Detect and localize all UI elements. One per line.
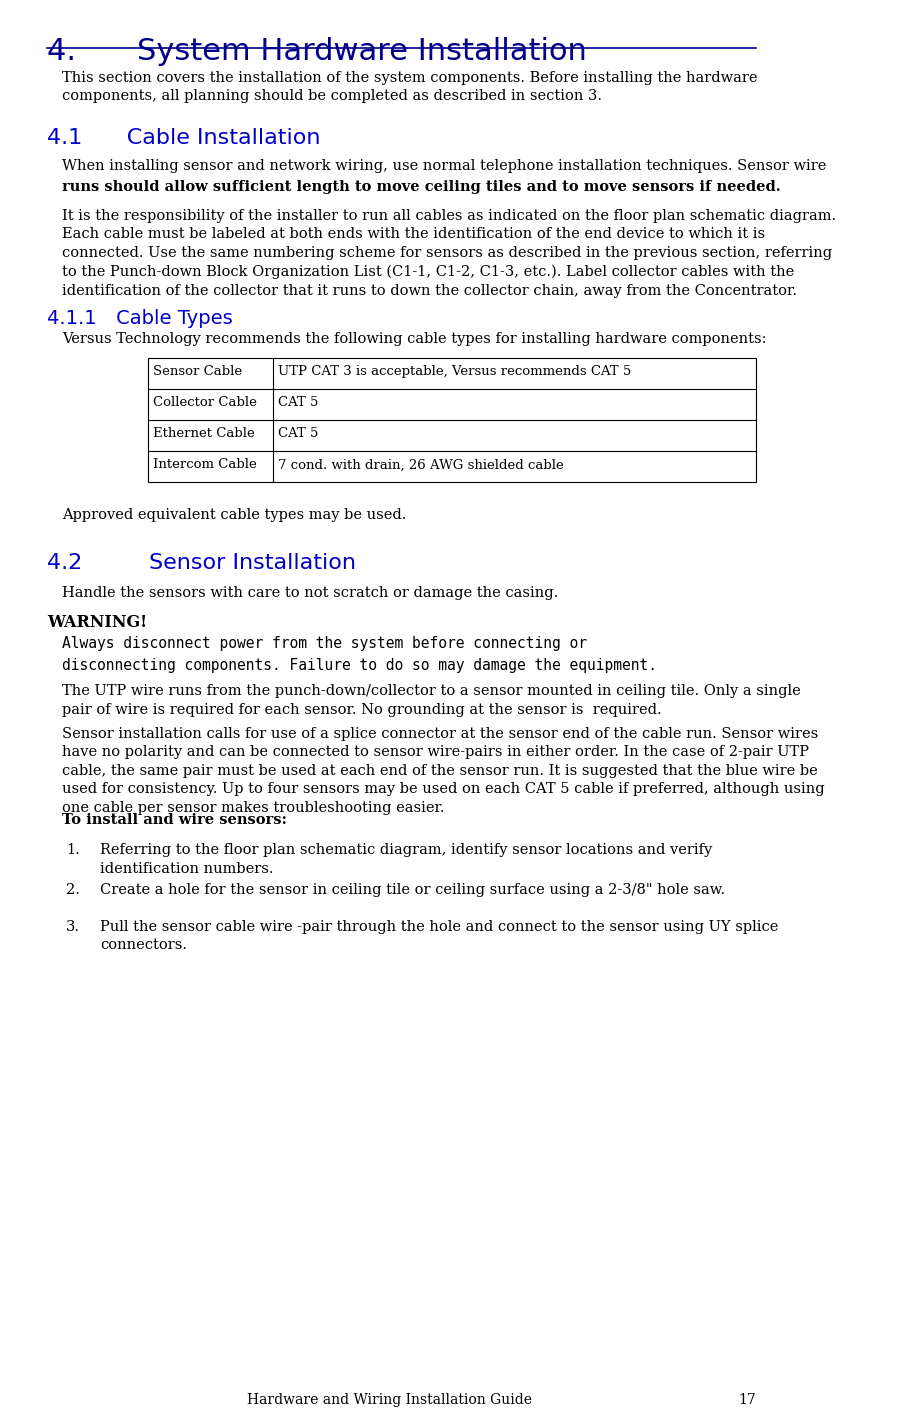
Text: This section covers the installation of the system components. Before installing: This section covers the installation of … [63, 71, 758, 104]
Text: Pull the sensor cable wire -pair through the hole and connect to the sensor usin: Pull the sensor cable wire -pair through… [100, 920, 778, 952]
Text: Approved equivalent cable types may be used.: Approved equivalent cable types may be u… [63, 508, 406, 522]
Text: It is the responsibility of the installer to run all cables as indicated on the : It is the responsibility of the installe… [63, 209, 836, 298]
Text: CAT 5: CAT 5 [278, 427, 317, 440]
Text: 2.: 2. [66, 883, 80, 897]
Text: 1.: 1. [66, 843, 80, 857]
Text: 4.1.1 Cable Types: 4.1.1 Cable Types [47, 309, 232, 328]
Text: Intercom Cable: Intercom Cable [152, 458, 257, 471]
Text: The UTP wire runs from the punch-down/collector to a sensor mounted in ceiling t: The UTP wire runs from the punch-down/co… [63, 684, 801, 717]
Text: Collector Cable: Collector Cable [152, 396, 257, 409]
Text: 7 cond. with drain, 26 AWG shielded cable: 7 cond. with drain, 26 AWG shielded cabl… [278, 458, 563, 471]
Text: runs should allow sufficient length to move ceiling tiles and to move sensors if: runs should allow sufficient length to m… [63, 180, 781, 194]
Text: Create a hole for the sensor in ceiling tile or ceiling surface using a 2-3/8" h: Create a hole for the sensor in ceiling … [100, 883, 725, 897]
Text: WARNING!: WARNING! [47, 614, 147, 631]
Text: Sensor Cable: Sensor Cable [152, 365, 242, 377]
Text: Referring to the floor plan schematic diagram, identify sensor locations and ver: Referring to the floor plan schematic di… [100, 843, 712, 876]
Text: Ethernet Cable: Ethernet Cable [152, 427, 255, 440]
Text: 17: 17 [738, 1393, 756, 1408]
Text: 4.  System Hardware Installation: 4. System Hardware Installation [47, 37, 587, 65]
Text: Sensor installation calls for use of a splice connector at the sensor end of the: Sensor installation calls for use of a s… [63, 727, 825, 815]
Text: CAT 5: CAT 5 [278, 396, 317, 409]
Text: 4.2   Sensor Installation: 4.2 Sensor Installation [47, 553, 356, 573]
Text: When installing sensor and network wiring, use normal telephone installation tec: When installing sensor and network wirin… [63, 159, 827, 173]
Text: To install and wire sensors:: To install and wire sensors: [63, 813, 288, 827]
Text: UTP CAT 3 is acceptable, Versus recommends CAT 5: UTP CAT 3 is acceptable, Versus recommen… [278, 365, 630, 377]
Text: Always disconnect power from the system before connecting or: Always disconnect power from the system … [63, 636, 588, 651]
Text: disconnecting components. Failure to do so may damage the equipment.: disconnecting components. Failure to do … [63, 658, 658, 674]
Text: Versus Technology recommends the following cable types for installing hardware c: Versus Technology recommends the followi… [63, 332, 766, 346]
Text: Handle the sensors with care to not scratch or damage the casing.: Handle the sensors with care to not scra… [63, 586, 559, 600]
Text: 4.1  Cable Installation: 4.1 Cable Installation [47, 128, 320, 148]
Text: Hardware and Wiring Installation Guide: Hardware and Wiring Installation Guide [248, 1393, 532, 1408]
Text: 3.: 3. [66, 920, 80, 934]
Bar [148, 358, 756, 482]
